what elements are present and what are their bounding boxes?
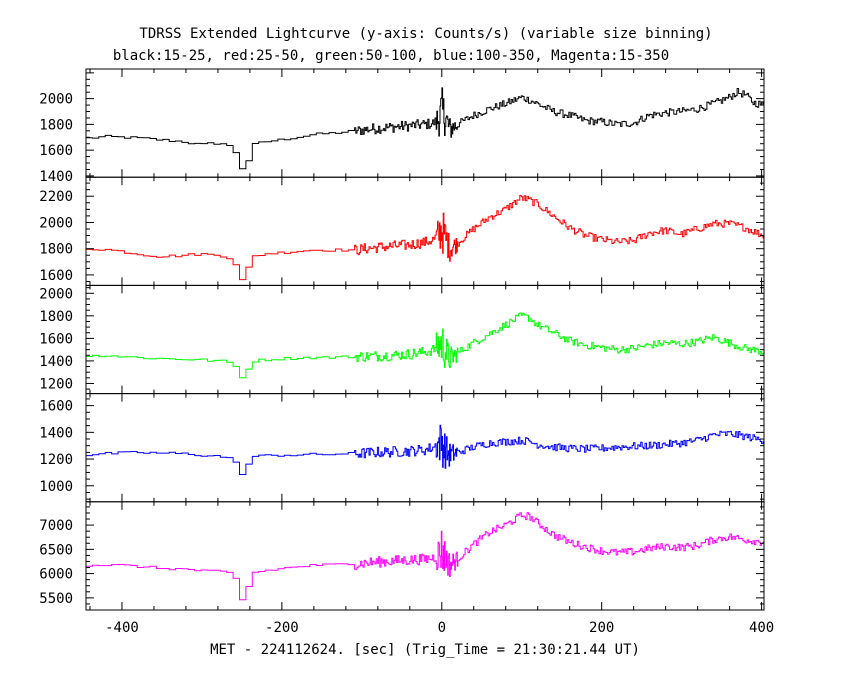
x-tick-label: 0 [438,620,446,636]
panel-green-50-100: 1200 1400 1600 1800 2000 [39,284,765,395]
y-tick-label: 1600 [39,331,73,347]
panel-blue-100-350-series-line [86,424,764,475]
chart-subtitle: black:15-25, red:25-50, green:50-100, bl… [113,48,669,64]
panel-green-50-100-frame [85,284,765,395]
panel-blue-100-350: 1000 1200 1400 1600 [39,393,765,503]
y-tick-label: 1800 [39,117,73,133]
y-tick-label: 7000 [39,518,73,534]
y-tick-label: 1200 [39,452,73,468]
panel-green-50-100-series-line [86,312,764,379]
panel-red-25-50: 1600 1800 2000 2200 [39,176,765,286]
y-tick-label: 6500 [39,542,73,558]
y-tick-label: 5500 [39,591,73,607]
panel-magenta-15-350: 5500 6000 6500 7000 [39,501,765,611]
x-tick-label: -200 [265,620,299,636]
y-tick-label: 2000 [39,286,73,302]
y-tick-label: 1400 [39,354,73,370]
y-tick-label: 6000 [39,567,73,583]
y-tick-label: 2000 [39,215,73,231]
y-tick-label: 1400 [39,169,73,185]
y-tick-label: 2200 [39,189,73,205]
y-tick-label: 1400 [39,425,73,441]
panel-black-15-25-series-line [86,87,764,170]
y-tick-label: 2000 [39,92,73,108]
panel-magenta-15-350-series-line [86,512,764,601]
y-tick-label: 1000 [39,479,73,495]
y-tick-label: 1200 [39,376,73,392]
y-tick-label: 1800 [39,242,73,258]
y-tick-label: 1600 [39,143,73,159]
panels-group: 1400160018002000160018002000220012001400… [39,68,774,636]
x-tick-label: -400 [105,620,139,636]
panel-black-15-25: 1400 1600 1800 2000 [39,68,765,185]
y-tick-label: 1800 [39,309,73,325]
y-tick-label: 1600 [39,399,73,415]
x-tick-label: 400 [749,620,774,636]
chart-title: TDRSS Extended Lightcurve (y-axis: Count… [139,26,712,42]
x-tick-label: 200 [589,620,614,636]
y-tick-label: 1600 [39,268,73,284]
panel-red-25-50-series-line [86,195,764,281]
x-axis-label: MET - 224112624. [sec] (Trig_Time = 21:3… [210,642,640,658]
